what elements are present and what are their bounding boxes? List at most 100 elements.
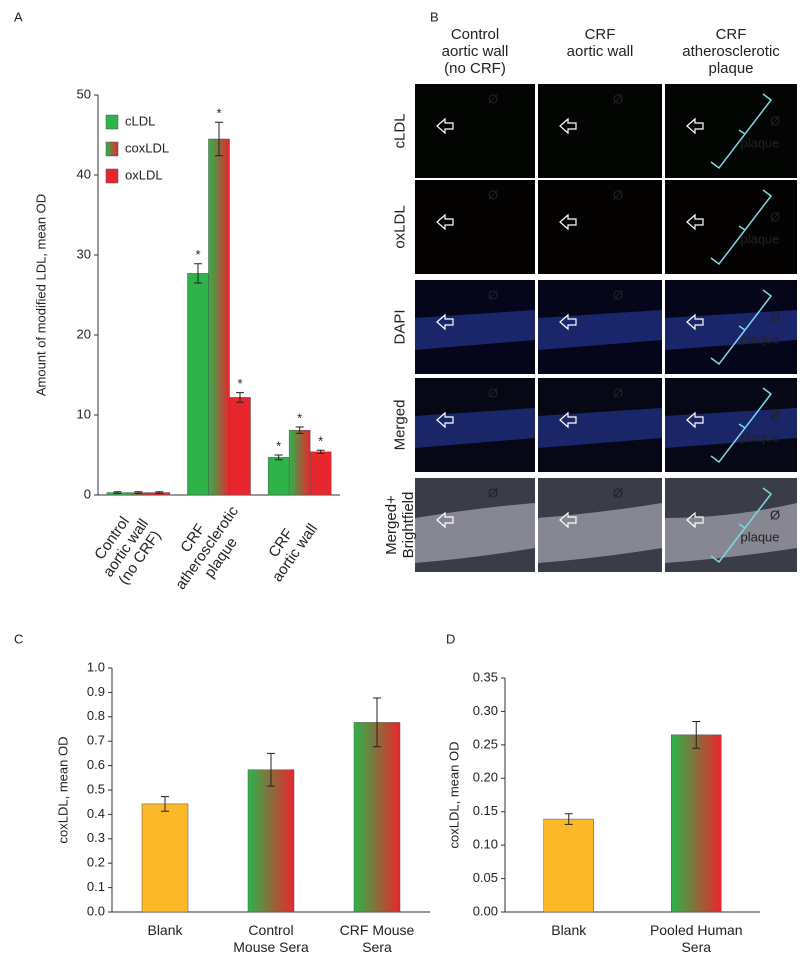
bar — [267, 457, 290, 496]
bar — [247, 769, 295, 913]
y-tick-label: 0.9 — [87, 684, 105, 699]
y-tick-label: 0.7 — [87, 733, 105, 748]
legend-label: cLDL — [125, 113, 155, 128]
tissue-band — [538, 310, 662, 350]
error-bar — [274, 454, 283, 461]
plaque-label: plaque — [740, 429, 779, 444]
error-bar — [564, 813, 573, 825]
error-bar — [113, 491, 122, 494]
micrograph — [415, 84, 535, 178]
arrow — [559, 411, 577, 429]
column-header: CRF aortic wall — [566, 26, 634, 60]
lumen-symbol: Ø — [613, 385, 623, 400]
error-bar — [134, 491, 143, 494]
arrow — [436, 213, 454, 231]
arrow — [436, 511, 454, 529]
lumen-symbol: Ø — [488, 187, 498, 202]
y-tick-label: 0.25 — [473, 736, 498, 751]
y-tick-label: 0.1 — [87, 879, 105, 894]
legend-swatch — [105, 114, 119, 130]
significance: * — [318, 434, 323, 449]
y-tick-label: 0.2 — [87, 855, 105, 870]
error-bar — [316, 449, 325, 454]
y-tick-label: 0.8 — [87, 708, 105, 723]
row-header: cLDL — [391, 113, 409, 149]
tissue-band — [665, 503, 797, 563]
micrograph — [415, 180, 535, 274]
y-tick-label: 30 — [77, 246, 91, 261]
error-bar — [155, 491, 164, 494]
panel-label: D — [446, 631, 455, 646]
bar — [353, 722, 401, 913]
y-tick-label: 40 — [77, 166, 91, 181]
tissue-band — [415, 408, 535, 448]
tissue-band — [538, 408, 662, 448]
arrow — [686, 313, 704, 331]
y-tick-label: 50 — [77, 86, 91, 101]
lumen-symbol: Ø — [488, 91, 498, 106]
error-bar — [236, 392, 244, 403]
lumen-symbol: Ø — [613, 187, 623, 202]
lumen-symbol: Ø — [770, 407, 780, 422]
x-tick-label: Pooled Human Sera — [649, 922, 743, 955]
plaque-bracket — [710, 93, 773, 170]
y-tick-label: 0.0 — [87, 903, 105, 918]
x-tick-label: CRF Mouse Sera — [339, 922, 415, 955]
legend-label: coxLDL — [125, 140, 169, 155]
row-header: Merged+ Brightfield — [383, 491, 417, 559]
column-header: Control aortic wall (no CRF) — [441, 26, 509, 77]
micrograph — [665, 180, 797, 274]
x-tick-label: Blank — [147, 922, 183, 938]
lumen-symbol: Ø — [770, 309, 780, 324]
x-tick-label: Blank — [551, 922, 587, 938]
y-axis-label: Amount of modified LDL, mean OD — [33, 194, 48, 396]
lumen-symbol: Ø — [770, 507, 780, 522]
tissue-band — [665, 408, 797, 448]
y-tick-label: 1.0 — [87, 659, 105, 674]
lumen-symbol: Ø — [770, 113, 780, 128]
bar — [141, 803, 189, 913]
significance: * — [237, 376, 242, 391]
plaque-label: plaque — [740, 135, 779, 150]
arrow — [436, 411, 454, 429]
arrow — [686, 117, 704, 135]
y-tick-label: 0.5 — [87, 781, 105, 796]
error-bar — [194, 263, 202, 284]
significance: * — [276, 438, 281, 453]
arrow — [686, 511, 704, 529]
plaque-bracket — [710, 289, 773, 366]
y-tick-label: 0.30 — [473, 703, 498, 718]
plaque-label: plaque — [740, 231, 779, 246]
arrow — [559, 511, 577, 529]
lumen-symbol: Ø — [613, 91, 623, 106]
y-tick-label: 0.20 — [473, 770, 498, 785]
error-bar — [295, 426, 304, 434]
y-tick-label: 0.05 — [473, 870, 498, 885]
micrograph — [538, 84, 662, 178]
error-bar — [215, 121, 223, 157]
legend-label: oxLDL — [125, 167, 163, 182]
lumen-symbol: Ø — [488, 385, 498, 400]
error-bar — [161, 796, 169, 812]
significance: * — [216, 106, 221, 121]
legend-swatch — [105, 168, 119, 184]
y-tick-label: 20 — [77, 326, 91, 341]
bar — [309, 451, 332, 496]
arrow — [436, 117, 454, 135]
y-tick-label: 0.15 — [473, 803, 498, 818]
y-tick-label: 0.6 — [87, 757, 105, 772]
plaque-label: plaque — [740, 331, 779, 346]
arrow — [559, 313, 577, 331]
bar — [671, 734, 722, 913]
bar — [543, 818, 594, 913]
arrow — [559, 117, 577, 135]
arrow — [436, 313, 454, 331]
significance: * — [297, 410, 302, 425]
row-header: oxLDL — [391, 205, 409, 249]
tissue-band — [415, 503, 535, 563]
plaque-bracket — [710, 189, 773, 266]
tissue-band — [538, 503, 662, 563]
tissue-band — [415, 310, 535, 350]
lumen-symbol: Ø — [488, 287, 498, 302]
y-tick-label: 0.35 — [473, 669, 498, 684]
